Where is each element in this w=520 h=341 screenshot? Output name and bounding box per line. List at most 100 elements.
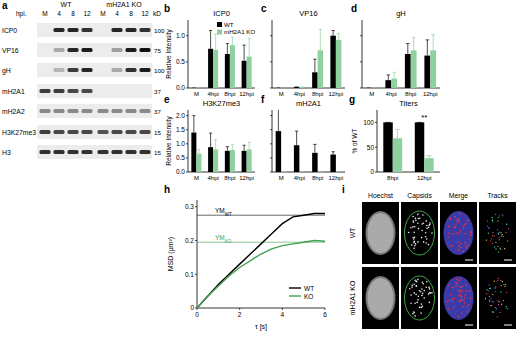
- spot: [414, 236, 416, 238]
- error-bar: [226, 147, 229, 151]
- spot: [411, 286, 413, 288]
- y-tick-label: 0.2: [185, 237, 194, 244]
- spot: [465, 244, 467, 246]
- legend-label: KO: [304, 293, 313, 300]
- kd-header: kD: [153, 10, 161, 17]
- spot: [448, 226, 450, 228]
- spot: [466, 247, 468, 249]
- bar: [312, 72, 317, 88]
- spot: [410, 303, 412, 305]
- spot: [412, 226, 414, 228]
- error-bar: [277, 110, 280, 131]
- spot: [426, 281, 428, 283]
- bar: [411, 50, 417, 88]
- spot: [505, 284, 506, 285]
- spot: [464, 302, 466, 304]
- y-tick-label: 0.5: [176, 58, 185, 65]
- y-axis: [362, 20, 363, 88]
- spot: [423, 283, 425, 285]
- spot: [501, 304, 502, 305]
- bar: [294, 87, 299, 88]
- blot-strip: [37, 63, 152, 77]
- spot: [416, 285, 418, 287]
- spot: [500, 312, 501, 313]
- kd-label: 75: [154, 47, 161, 54]
- spot: [495, 291, 496, 292]
- error-bar: [209, 30, 212, 48]
- spot: [498, 232, 499, 233]
- error-cap: [243, 45, 246, 46]
- spot: [466, 290, 468, 292]
- spot: [499, 239, 500, 240]
- spot: [500, 291, 501, 292]
- y-tick: [360, 88, 362, 89]
- spot: [463, 299, 465, 301]
- band: [82, 109, 93, 113]
- marks: [383, 122, 433, 172]
- y-tick: [375, 147, 377, 148]
- error-cap: [412, 37, 416, 38]
- spot: [410, 294, 412, 296]
- error-line: [227, 44, 228, 54]
- spot: [461, 287, 463, 289]
- spot: [502, 215, 503, 216]
- spot: [451, 300, 453, 302]
- error-bar: [295, 86, 298, 87]
- y-tick: [186, 143, 188, 144]
- lane-label: 4: [115, 10, 119, 17]
- spot: [453, 226, 455, 228]
- spot: [414, 241, 416, 243]
- figure: bICP0Relative Intensity0.00.51.0M4hpi8hp…: [0, 0, 520, 341]
- kd-label: 100: [154, 67, 165, 74]
- y-tick: [270, 143, 272, 144]
- y-tick-label: 100: [363, 119, 374, 126]
- spot: [416, 302, 418, 304]
- band: [112, 130, 123, 134]
- error-line: [407, 44, 408, 54]
- kd-label: 37: [154, 108, 161, 115]
- panel-letter: i: [342, 184, 345, 195]
- spot: [429, 224, 431, 226]
- error-bar: [392, 72, 396, 78]
- nucleus-inner: [368, 278, 394, 318]
- error-bar: [319, 171, 322, 172]
- band: [140, 130, 151, 134]
- spot: [492, 235, 493, 236]
- spot: [453, 297, 455, 299]
- panel-d: dgHM4hpi8hpi12hpi: [351, 3, 440, 97]
- spot: [490, 240, 491, 241]
- error-cap: [367, 88, 371, 89]
- bar: [385, 80, 391, 88]
- nucleus: [444, 276, 474, 320]
- spot: [429, 222, 431, 224]
- micrograph: [479, 267, 516, 329]
- error-line: [227, 147, 228, 151]
- spot: [431, 232, 433, 234]
- band: [68, 89, 79, 93]
- spot: [413, 238, 415, 240]
- error-bar: [367, 88, 371, 89]
- y-tick: [270, 157, 272, 158]
- band: [112, 48, 123, 52]
- bar: [415, 122, 424, 172]
- row-label: mH2A1: [2, 88, 25, 95]
- band: [68, 28, 79, 32]
- spot: [426, 220, 428, 222]
- micrograph: [440, 267, 477, 329]
- spot: [495, 214, 496, 215]
- error-bar: [214, 140, 217, 150]
- spot: [461, 312, 463, 314]
- bar: [230, 150, 235, 172]
- error-cap: [243, 145, 246, 146]
- x-tick-label: 12hpi: [417, 175, 432, 181]
- error-line: [210, 30, 211, 48]
- y-tick-label: 0.5: [176, 154, 185, 161]
- error-bar: [209, 133, 212, 147]
- line: [197, 214, 325, 309]
- spot: [459, 278, 461, 280]
- band: [126, 130, 137, 134]
- spot: [499, 237, 500, 238]
- band: [68, 48, 79, 52]
- blot-strip: [37, 125, 152, 139]
- bar: [242, 61, 247, 88]
